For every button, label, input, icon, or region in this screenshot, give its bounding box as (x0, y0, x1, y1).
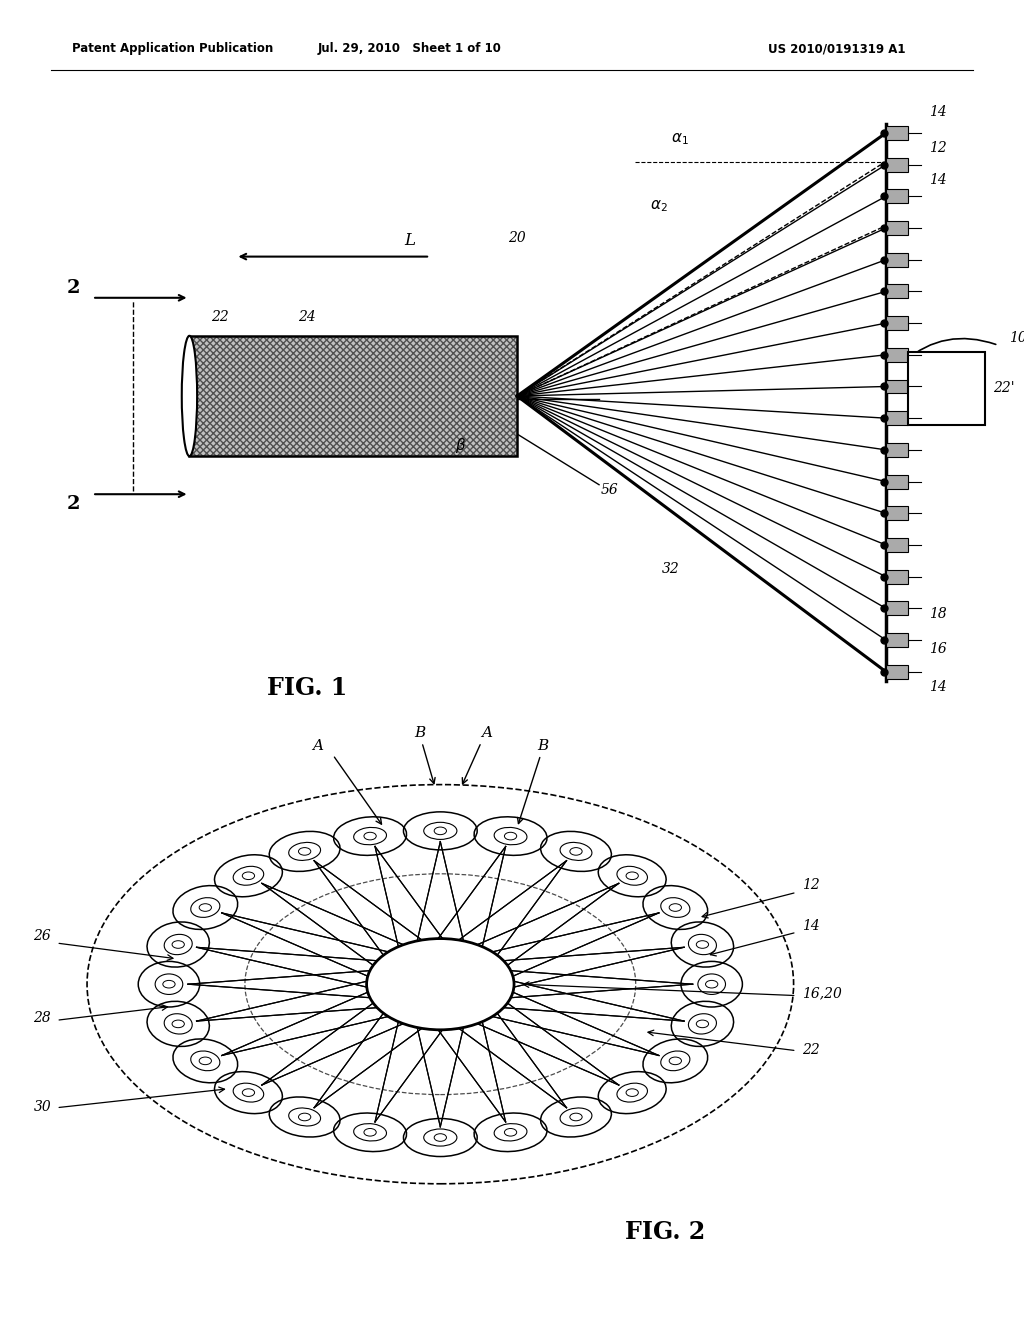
Circle shape (364, 833, 376, 840)
Text: 14: 14 (802, 919, 819, 933)
Bar (908, 351, 985, 425)
Bar (886, 222, 908, 235)
Circle shape (706, 981, 718, 987)
Text: 2: 2 (67, 495, 81, 512)
Text: $\beta$: $\beta$ (455, 436, 467, 455)
Text: FIG. 1: FIG. 1 (267, 676, 347, 700)
Text: 14: 14 (929, 106, 946, 119)
Text: FIG. 2: FIG. 2 (626, 1220, 706, 1243)
Bar (189, 335, 517, 457)
Text: 12: 12 (802, 878, 819, 892)
Circle shape (364, 1129, 376, 1137)
Bar (886, 634, 908, 647)
Text: B: B (415, 726, 425, 741)
Bar (886, 317, 908, 330)
Circle shape (200, 904, 212, 911)
Text: $\alpha_1$: $\alpha_1$ (671, 132, 688, 148)
Text: 18: 18 (929, 607, 946, 620)
Bar (886, 507, 908, 520)
Circle shape (163, 981, 175, 987)
Circle shape (243, 1089, 255, 1097)
Circle shape (299, 847, 311, 855)
Text: 2: 2 (67, 280, 81, 297)
Text: 32: 32 (662, 562, 680, 577)
Bar (886, 190, 908, 203)
Circle shape (569, 1113, 582, 1121)
Bar (886, 444, 908, 457)
Text: Patent Application Publication: Patent Application Publication (72, 42, 273, 55)
Circle shape (172, 941, 184, 948)
Circle shape (626, 873, 638, 879)
Text: 14: 14 (929, 680, 946, 693)
Text: 24: 24 (298, 310, 316, 323)
Text: 26: 26 (34, 929, 51, 942)
Circle shape (669, 1057, 681, 1065)
Circle shape (669, 904, 681, 911)
Text: 56: 56 (600, 483, 618, 498)
Text: 22: 22 (211, 310, 229, 323)
Bar (886, 285, 908, 298)
Bar (886, 348, 908, 362)
Circle shape (172, 1020, 184, 1028)
Circle shape (696, 941, 709, 948)
Bar (886, 602, 908, 615)
Text: B: B (538, 739, 548, 752)
Circle shape (569, 847, 582, 855)
Text: 16: 16 (929, 642, 946, 656)
Ellipse shape (182, 335, 198, 457)
Text: 22: 22 (802, 1043, 819, 1057)
Circle shape (298, 1113, 310, 1121)
Text: A: A (312, 739, 323, 752)
Text: $\alpha_2$: $\alpha_2$ (650, 198, 668, 214)
Text: 30: 30 (34, 1100, 51, 1114)
Bar (886, 665, 908, 678)
Circle shape (434, 1134, 446, 1142)
Text: 10: 10 (1009, 331, 1024, 345)
Circle shape (505, 833, 517, 840)
Bar (886, 253, 908, 267)
Text: 28: 28 (34, 1011, 51, 1026)
Bar (886, 412, 908, 425)
Circle shape (626, 1089, 638, 1097)
Text: A: A (481, 726, 492, 741)
Text: L: L (404, 232, 415, 249)
Text: 20: 20 (508, 231, 526, 244)
Bar (886, 380, 908, 393)
Bar (886, 570, 908, 583)
Bar (886, 158, 908, 172)
Circle shape (696, 1020, 709, 1028)
Bar (189, 335, 517, 457)
Circle shape (367, 939, 514, 1030)
Circle shape (200, 1057, 212, 1065)
Bar (886, 475, 908, 488)
Text: 16,20: 16,20 (802, 986, 842, 999)
Text: 22': 22' (993, 381, 1015, 395)
Bar (886, 539, 908, 552)
Text: 14: 14 (929, 173, 946, 186)
Bar (886, 127, 908, 140)
Circle shape (505, 1129, 517, 1137)
Circle shape (243, 873, 255, 879)
Text: US 2010/0191319 A1: US 2010/0191319 A1 (768, 42, 905, 55)
Bar (189, 335, 517, 457)
Text: Jul. 29, 2010   Sheet 1 of 10: Jul. 29, 2010 Sheet 1 of 10 (317, 42, 502, 55)
Circle shape (434, 828, 446, 834)
Text: 12: 12 (929, 141, 946, 154)
